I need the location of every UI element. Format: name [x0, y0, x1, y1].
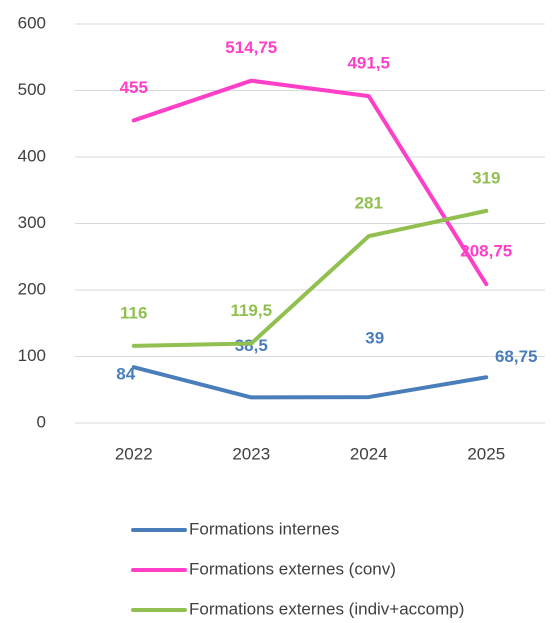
data-label: 281 — [355, 194, 383, 213]
data-label: 455 — [120, 78, 148, 97]
y-tick-label: 200 — [18, 279, 46, 298]
y-tick-label: 300 — [18, 213, 46, 232]
legend-label: Formations internes — [189, 519, 339, 538]
series-line — [131, 208, 489, 348]
data-label: 116 — [120, 303, 147, 322]
x-tick-label: 2023 — [232, 444, 270, 463]
data-label: 491,5 — [347, 54, 390, 73]
y-tick-label: 500 — [18, 80, 46, 99]
series-line — [131, 78, 489, 287]
data-label: 39 — [365, 329, 384, 348]
x-tick-label: 2022 — [115, 444, 153, 463]
data-label: 68,75 — [495, 347, 538, 366]
y-tick-label: 0 — [37, 412, 46, 431]
data-label: 119,5 — [230, 301, 272, 320]
series-line — [131, 365, 489, 400]
x-tick-label: 2025 — [467, 444, 505, 463]
data-label: 514,75 — [225, 38, 277, 57]
legend-label: Formations externes (conv) — [189, 559, 396, 578]
x-tick-label: 2024 — [350, 444, 388, 463]
data-label: 84 — [116, 365, 135, 384]
y-tick-label: 400 — [18, 146, 46, 165]
data-label: 319 — [472, 168, 500, 187]
y-tick-label: 100 — [18, 346, 46, 365]
y-tick-label: 600 — [18, 13, 46, 32]
legend-label: Formations externes (indiv+accomp) — [189, 599, 464, 618]
data-label: 208,75 — [460, 242, 512, 261]
